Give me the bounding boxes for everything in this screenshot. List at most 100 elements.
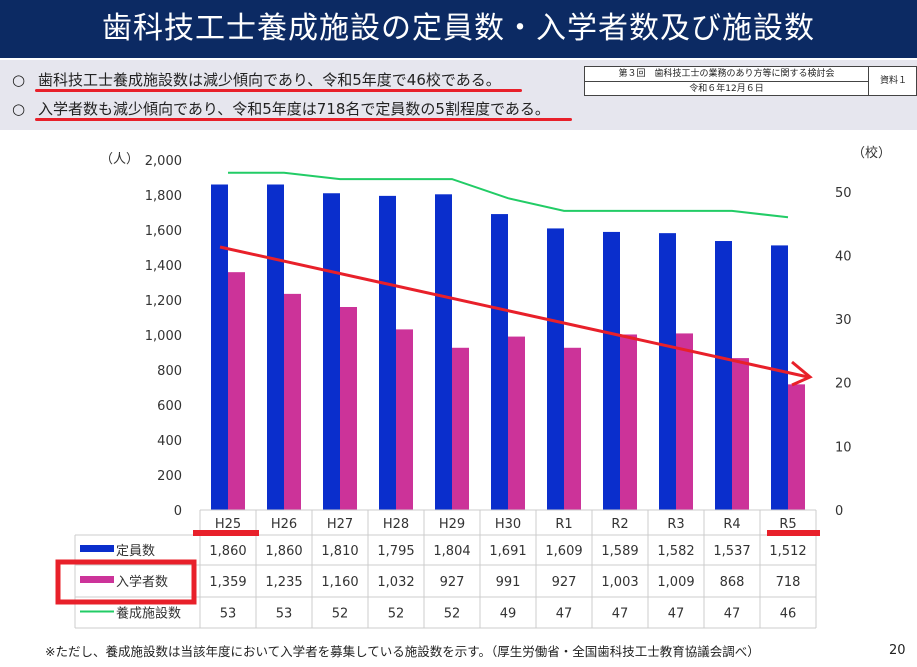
table-cell: 1,804: [433, 544, 470, 559]
table-cell: 1,860: [265, 544, 302, 559]
y-left-tick-label: 1,400: [145, 259, 182, 274]
bullet-text: 入学者数も減少傾向であり、令和5年度は718名で定員数の5割程度である。: [38, 100, 550, 118]
bar-teiin: [211, 184, 228, 510]
bar-teiin: [379, 195, 396, 510]
bullet-text: 歯科技工士養成施設数は減少傾向であり、令和5年度で46校である。: [38, 71, 501, 89]
bar-teiin: [267, 184, 284, 510]
x-tick-label: H26: [271, 517, 297, 532]
x-tick-label: H30: [495, 517, 521, 532]
y-left-tick-label: 800: [157, 364, 182, 379]
table-cell: 991: [496, 575, 521, 590]
table-cell: 1,860: [209, 544, 246, 559]
table-cell: 1,609: [545, 544, 582, 559]
table-cell: 47: [668, 607, 685, 622]
y-left-unit: （人）: [100, 152, 139, 167]
x-tick-label: R4: [723, 517, 740, 532]
x-tick-label: R1: [555, 517, 572, 532]
legend-swatch: [80, 576, 114, 583]
y-left-tick-label: 200: [157, 469, 182, 484]
bullet-mark: ○: [12, 100, 26, 118]
y-right-tick-label: 40: [835, 249, 852, 264]
trend-arrowhead: [791, 360, 813, 387]
table-cell: 1,795: [377, 544, 414, 559]
table-cell: 1,537: [713, 544, 750, 559]
y-left-tick-label: 1,600: [145, 224, 182, 239]
document-label: 資料１: [868, 67, 917, 96]
table-cell: 49: [500, 607, 517, 622]
y-left-tick-label: 2,000: [145, 154, 182, 169]
footnote: ※ただし、養成施設数は当該年度において入学者を募集している施設数を示す。（厚生労…: [45, 644, 760, 659]
x-tick-label: H29: [439, 517, 465, 532]
table-cell: 1,691: [489, 544, 526, 559]
bar-nyugaku: [620, 334, 637, 510]
bar-teiin: [435, 194, 452, 511]
highlight-box: [55, 559, 197, 605]
table-cell: 1,582: [657, 544, 694, 559]
trend-arrow: [219, 245, 809, 379]
page-title: 歯科技工士養成施設の定員数・入学者数及び施設数: [0, 0, 917, 58]
legend-label: 定員数: [116, 544, 155, 559]
meeting-info-box: 第３回 歯科技工士の業務のあり方等に関する検討会 令和６年12月６日 資料１: [584, 66, 917, 96]
table-cell: 1,810: [321, 544, 358, 559]
y-left-tick-label: 0: [174, 504, 182, 519]
table-cell: 868: [720, 575, 745, 590]
table-cell: 52: [444, 607, 461, 622]
bar-nyugaku: [564, 347, 581, 510]
y-right-tick-label: 50: [835, 186, 852, 201]
y-right-tick-label: 10: [835, 440, 852, 455]
bar-teiin: [659, 233, 676, 510]
table-cell: 1,032: [377, 575, 414, 590]
bar-nyugaku: [284, 293, 301, 510]
legend-label: 養成施設数: [116, 606, 181, 622]
line-shisetsu: [228, 171, 789, 219]
table-cell: 47: [612, 607, 629, 622]
bar-nyugaku: [732, 358, 749, 510]
page-number: 20: [889, 643, 906, 658]
bullet-1: ○ 歯科技工士養成施設数は減少傾向であり、令和5年度で46校である。: [12, 69, 501, 90]
bar-teiin: [603, 231, 620, 511]
y-left-tick-label: 1,800: [145, 189, 182, 204]
highlight-bar: [193, 530, 259, 536]
table-cell: 1,589: [601, 544, 638, 559]
bar-teiin: [323, 193, 340, 510]
x-tick-label: R3: [667, 517, 684, 532]
x-tick-label: H27: [327, 517, 353, 532]
table-cell: 1,009: [657, 575, 694, 590]
table-cell: 1,512: [769, 544, 806, 559]
y-right-tick-label: 30: [835, 313, 852, 328]
meeting-date: 令和６年12月６日: [689, 84, 764, 94]
legend-label: 入学者数: [116, 574, 168, 590]
bar-nyugaku: [508, 336, 525, 510]
y-left-tick-label: 1,000: [145, 329, 182, 344]
bullet-2: ○ 入学者数も減少傾向であり、令和5年度は718名で定員数の5割程度である。: [12, 98, 550, 119]
table-cell: 1,003: [601, 575, 638, 590]
table-cell: 927: [440, 575, 465, 590]
bar-nyugaku: [788, 384, 805, 510]
x-tick-label: R5: [779, 517, 796, 532]
bullet-mark: ○: [12, 71, 26, 89]
table-cell: 52: [388, 607, 405, 622]
table-cell: 53: [276, 607, 293, 622]
y-right-tick-label: 20: [835, 377, 852, 392]
bar-teiin: [771, 245, 788, 510]
table-cell: 927: [552, 575, 577, 590]
bar-nyugaku: [452, 347, 469, 510]
table-cell: 53: [220, 607, 237, 622]
bar-nyugaku: [340, 307, 357, 510]
x-tick-label: H28: [383, 517, 409, 532]
red-underline: [35, 118, 572, 121]
bar-teiin: [491, 214, 508, 510]
table-cell: 52: [332, 607, 349, 622]
table-cell: 47: [556, 607, 573, 622]
highlight-bar: [767, 530, 820, 536]
bar-teiin: [547, 228, 564, 511]
bar-nyugaku: [228, 272, 245, 510]
bar-teiin: [715, 241, 732, 510]
x-tick-label: R2: [611, 517, 628, 532]
meeting-name: 第３回 歯科技工士の業務のあり方等に関する検討会: [585, 67, 868, 82]
y-right-tick-label: 0: [835, 504, 843, 519]
table-cell: 1,359: [209, 575, 246, 590]
y-left-tick-label: 600: [157, 399, 182, 414]
legend-swatch: [80, 545, 114, 552]
